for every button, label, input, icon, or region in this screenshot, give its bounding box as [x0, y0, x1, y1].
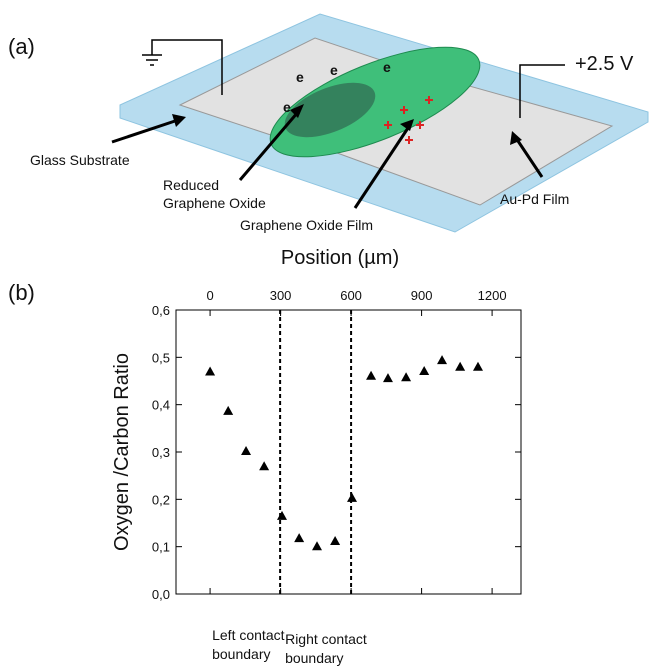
y-tick-label: 0,1: [152, 540, 170, 555]
y-tick-label: 0,2: [152, 492, 170, 507]
y-tick-label: 0,5: [152, 350, 170, 365]
label: Glass Substrate: [30, 152, 130, 168]
point: [455, 361, 466, 371]
point: [205, 366, 216, 376]
point: [419, 366, 430, 376]
arrows: [111, 111, 544, 209]
electron: e: [330, 62, 338, 78]
point: [366, 370, 377, 380]
point: [437, 355, 448, 365]
point: [223, 405, 234, 415]
label: Au-Pd Film: [500, 191, 569, 207]
y-axis-label: Oxygen /Carbon Ratio: [111, 353, 133, 551]
panel-label: (b): [8, 280, 35, 305]
point: [347, 492, 358, 502]
boundary-label: boundary: [212, 646, 270, 662]
boundary-label: Left contact: [212, 627, 284, 643]
point: [472, 361, 483, 371]
point: [259, 461, 270, 471]
x-tick-label: 900: [411, 288, 433, 303]
charges: [384, 96, 433, 144]
x-tick-label: 0: [206, 288, 213, 303]
point: [401, 372, 412, 382]
point: [382, 373, 393, 383]
electron: e: [283, 99, 291, 115]
point: [294, 533, 305, 543]
point: [330, 535, 341, 545]
schematic: e e e e (a) +2.5 V Glass Substrate Reduc…: [8, 13, 649, 233]
label: Reduced: [163, 177, 219, 193]
point: [276, 510, 287, 520]
wires: [142, 39, 565, 118]
arrowheads: [172, 104, 522, 145]
electron: e: [383, 59, 391, 75]
x-axis-label: Position (µm): [281, 247, 399, 269]
panel-label: (a): [8, 34, 35, 59]
label: Graphene Oxide Film: [240, 217, 373, 233]
point: [241, 446, 252, 456]
reduced-region: [284, 82, 376, 138]
boundary-label: boundary: [285, 650, 343, 666]
electron: e: [296, 69, 304, 85]
point: [312, 541, 323, 551]
y-tick-label: 0,3: [152, 445, 170, 460]
y-tick-label: 0,6: [152, 303, 170, 318]
boundary-label: Right contact: [285, 631, 367, 647]
y-tick-label: 0,4: [152, 398, 170, 413]
x-tick-label: 300: [270, 288, 292, 303]
y-tick-label: 0,0: [152, 587, 170, 602]
x-tick-label: 600: [340, 288, 362, 303]
x-tick-label: 1200: [478, 288, 507, 303]
label: Graphene Oxide: [163, 195, 266, 211]
plot-frame: [175, 309, 522, 595]
voltage-label: +2.5 V: [575, 53, 634, 75]
